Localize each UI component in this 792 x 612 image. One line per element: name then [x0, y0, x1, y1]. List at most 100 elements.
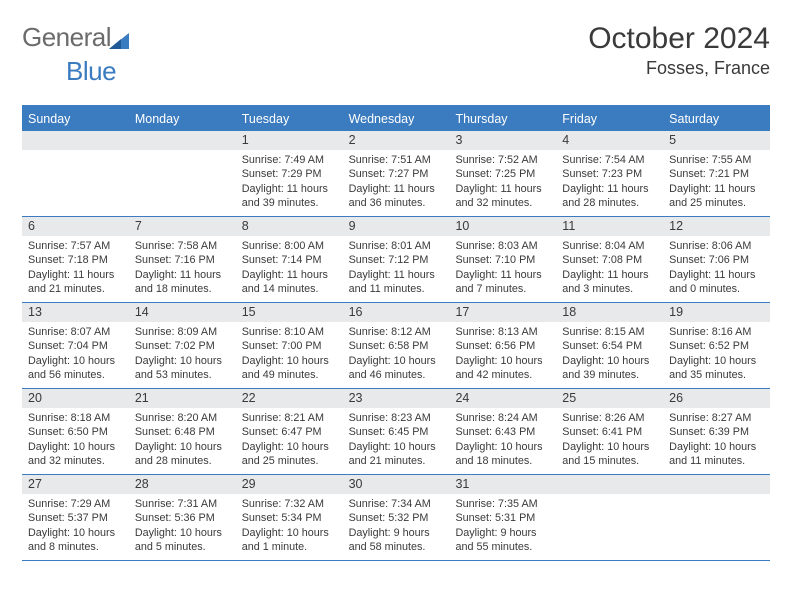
day-body: Sunrise: 8:12 AMSunset: 6:58 PMDaylight:… [343, 322, 450, 388]
day-cell: 28Sunrise: 7:31 AMSunset: 5:36 PMDayligh… [129, 475, 236, 560]
day-number: 18 [556, 303, 663, 322]
daylight-line: Daylight: 11 hours and 0 minutes. [669, 268, 764, 297]
sunrise-line: Sunrise: 7:49 AM [242, 153, 337, 167]
day-cell: 11Sunrise: 8:04 AMSunset: 7:08 PMDayligh… [556, 217, 663, 302]
day-body: Sunrise: 8:27 AMSunset: 6:39 PMDaylight:… [663, 408, 770, 474]
sunset-line: Sunset: 5:31 PM [455, 511, 550, 525]
sunrise-line: Sunrise: 8:01 AM [349, 239, 444, 253]
sunset-line: Sunset: 7:06 PM [669, 253, 764, 267]
sunrise-line: Sunrise: 7:34 AM [349, 497, 444, 511]
day-number: 22 [236, 389, 343, 408]
day-number-empty [22, 131, 129, 150]
day-number-empty [129, 131, 236, 150]
sunrise-line: Sunrise: 7:51 AM [349, 153, 444, 167]
daylight-line: Daylight: 10 hours and 56 minutes. [28, 354, 123, 383]
weeks-container: 1Sunrise: 7:49 AMSunset: 7:29 PMDaylight… [22, 131, 770, 561]
day-cell [129, 131, 236, 216]
day-cell: 16Sunrise: 8:12 AMSunset: 6:58 PMDayligh… [343, 303, 450, 388]
title-block: October 2024 Fosses, France [588, 22, 770, 79]
day-number: 28 [129, 475, 236, 494]
day-number: 4 [556, 131, 663, 150]
day-number: 30 [343, 475, 450, 494]
sunrise-line: Sunrise: 7:58 AM [135, 239, 230, 253]
day-body: Sunrise: 8:26 AMSunset: 6:41 PMDaylight:… [556, 408, 663, 474]
sunrise-line: Sunrise: 8:20 AM [135, 411, 230, 425]
sunset-line: Sunset: 7:23 PM [562, 167, 657, 181]
day-number: 27 [22, 475, 129, 494]
sunrise-line: Sunrise: 8:24 AM [455, 411, 550, 425]
daylight-line: Daylight: 11 hours and 18 minutes. [135, 268, 230, 297]
day-number: 14 [129, 303, 236, 322]
daylight-line: Daylight: 10 hours and 28 minutes. [135, 440, 230, 469]
weekday-header-row: SundayMondayTuesdayWednesdayThursdayFrid… [22, 108, 770, 131]
daylight-line: Daylight: 10 hours and 49 minutes. [242, 354, 337, 383]
day-number: 25 [556, 389, 663, 408]
day-cell: 27Sunrise: 7:29 AMSunset: 5:37 PMDayligh… [22, 475, 129, 560]
day-body: Sunrise: 7:34 AMSunset: 5:32 PMDaylight:… [343, 494, 450, 560]
day-cell: 3Sunrise: 7:52 AMSunset: 7:25 PMDaylight… [449, 131, 556, 216]
week-row: 20Sunrise: 8:18 AMSunset: 6:50 PMDayligh… [22, 389, 770, 475]
day-cell: 9Sunrise: 8:01 AMSunset: 7:12 PMDaylight… [343, 217, 450, 302]
day-body: Sunrise: 8:03 AMSunset: 7:10 PMDaylight:… [449, 236, 556, 302]
sunset-line: Sunset: 6:39 PM [669, 425, 764, 439]
daylight-line: Daylight: 11 hours and 7 minutes. [455, 268, 550, 297]
sunrise-line: Sunrise: 7:54 AM [562, 153, 657, 167]
sunrise-line: Sunrise: 8:09 AM [135, 325, 230, 339]
day-cell: 26Sunrise: 8:27 AMSunset: 6:39 PMDayligh… [663, 389, 770, 474]
day-number: 17 [449, 303, 556, 322]
sunrise-line: Sunrise: 8:23 AM [349, 411, 444, 425]
weekday-header: Thursday [449, 108, 556, 131]
day-number-empty [663, 475, 770, 494]
day-number: 23 [343, 389, 450, 408]
sunrise-line: Sunrise: 8:04 AM [562, 239, 657, 253]
day-number: 11 [556, 217, 663, 236]
day-cell [556, 475, 663, 560]
daylight-line: Daylight: 11 hours and 39 minutes. [242, 182, 337, 211]
day-cell: 25Sunrise: 8:26 AMSunset: 6:41 PMDayligh… [556, 389, 663, 474]
day-body: Sunrise: 8:23 AMSunset: 6:45 PMDaylight:… [343, 408, 450, 474]
day-number: 20 [22, 389, 129, 408]
sunrise-line: Sunrise: 8:16 AM [669, 325, 764, 339]
day-cell: 13Sunrise: 8:07 AMSunset: 7:04 PMDayligh… [22, 303, 129, 388]
day-number: 8 [236, 217, 343, 236]
sunset-line: Sunset: 6:48 PM [135, 425, 230, 439]
day-body: Sunrise: 7:54 AMSunset: 7:23 PMDaylight:… [556, 150, 663, 216]
logo-triangle-icon [109, 25, 129, 56]
day-cell [22, 131, 129, 216]
day-cell: 1Sunrise: 7:49 AMSunset: 7:29 PMDaylight… [236, 131, 343, 216]
sunset-line: Sunset: 7:12 PM [349, 253, 444, 267]
sunset-line: Sunset: 7:27 PM [349, 167, 444, 181]
daylight-line: Daylight: 11 hours and 36 minutes. [349, 182, 444, 211]
sunset-line: Sunset: 7:29 PM [242, 167, 337, 181]
day-number: 19 [663, 303, 770, 322]
day-cell: 5Sunrise: 7:55 AMSunset: 7:21 PMDaylight… [663, 131, 770, 216]
daylight-line: Daylight: 10 hours and 39 minutes. [562, 354, 657, 383]
day-number: 29 [236, 475, 343, 494]
sunrise-line: Sunrise: 7:35 AM [455, 497, 550, 511]
daylight-line: Daylight: 10 hours and 5 minutes. [135, 526, 230, 555]
sunrise-line: Sunrise: 8:12 AM [349, 325, 444, 339]
logo: GeneralBlue [22, 22, 129, 87]
day-body: Sunrise: 8:15 AMSunset: 6:54 PMDaylight:… [556, 322, 663, 388]
sunset-line: Sunset: 6:47 PM [242, 425, 337, 439]
day-cell: 21Sunrise: 8:20 AMSunset: 6:48 PMDayligh… [129, 389, 236, 474]
day-body: Sunrise: 7:51 AMSunset: 7:27 PMDaylight:… [343, 150, 450, 216]
day-cell: 8Sunrise: 8:00 AMSunset: 7:14 PMDaylight… [236, 217, 343, 302]
day-body: Sunrise: 7:32 AMSunset: 5:34 PMDaylight:… [236, 494, 343, 560]
daylight-line: Daylight: 10 hours and 46 minutes. [349, 354, 444, 383]
sunrise-line: Sunrise: 8:10 AM [242, 325, 337, 339]
day-cell: 12Sunrise: 8:06 AMSunset: 7:06 PMDayligh… [663, 217, 770, 302]
day-body: Sunrise: 8:13 AMSunset: 6:56 PMDaylight:… [449, 322, 556, 388]
day-body-empty [556, 494, 663, 552]
sunrise-line: Sunrise: 8:27 AM [669, 411, 764, 425]
sunrise-line: Sunrise: 8:21 AM [242, 411, 337, 425]
day-cell: 6Sunrise: 7:57 AMSunset: 7:18 PMDaylight… [22, 217, 129, 302]
daylight-line: Daylight: 10 hours and 1 minute. [242, 526, 337, 555]
weekday-header: Wednesday [343, 108, 450, 131]
sunset-line: Sunset: 7:16 PM [135, 253, 230, 267]
day-body: Sunrise: 8:24 AMSunset: 6:43 PMDaylight:… [449, 408, 556, 474]
week-row: 27Sunrise: 7:29 AMSunset: 5:37 PMDayligh… [22, 475, 770, 561]
sunset-line: Sunset: 6:54 PM [562, 339, 657, 353]
day-number: 12 [663, 217, 770, 236]
day-cell: 20Sunrise: 8:18 AMSunset: 6:50 PMDayligh… [22, 389, 129, 474]
